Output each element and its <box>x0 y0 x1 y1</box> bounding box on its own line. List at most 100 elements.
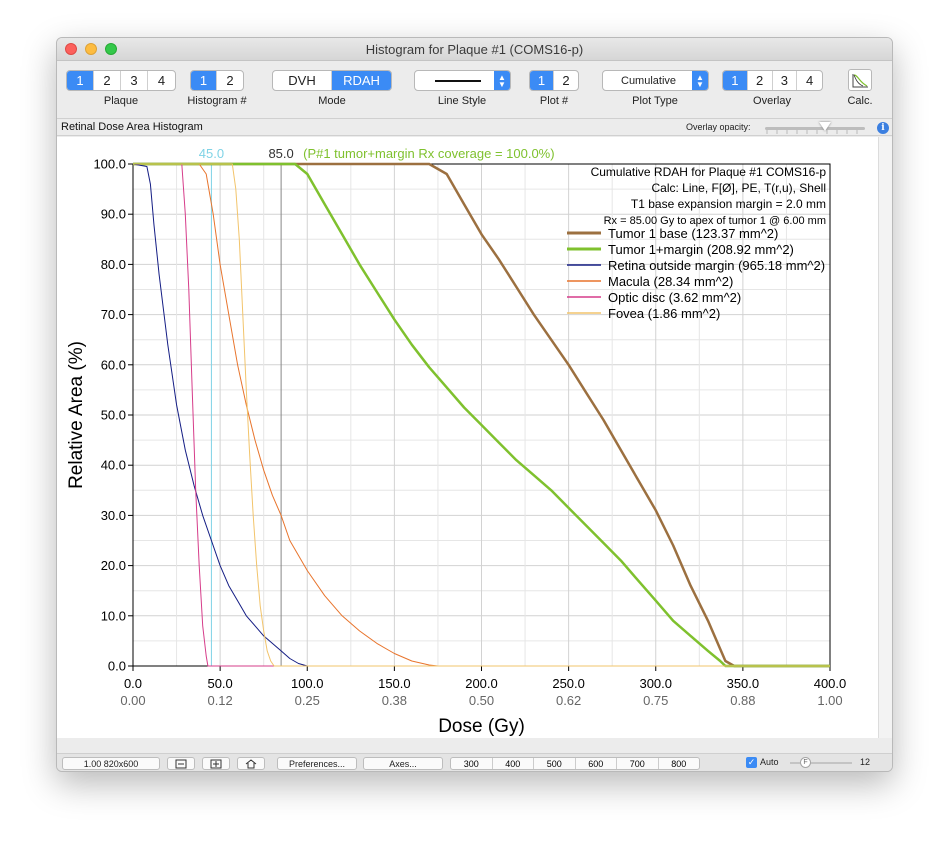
mode-selector: DVH RDAH <box>272 70 392 91</box>
line-style-popup[interactable]: ▲ ▼ <box>414 70 511 91</box>
line-style-label: Line Style <box>437 95 487 107</box>
y-tick-label: 50.0 <box>101 408 126 423</box>
zoom-size-button[interactable]: 1.00 820x600 <box>62 757 160 770</box>
slider-ticks <box>766 130 858 134</box>
zoom-in-icon <box>210 759 222 768</box>
calc-button[interactable] <box>848 69 872 91</box>
vertical-scroll-area[interactable] <box>878 137 892 738</box>
histogram-window: Histogram for Plaque #1 (COMS16-p) 1 2 3… <box>56 37 893 772</box>
info-line: T1 base expansion margin = 2.0 mm <box>631 197 826 211</box>
font-slider-thumb[interactable]: F <box>800 757 811 768</box>
size-500-button[interactable]: 500 <box>534 758 576 769</box>
plot-area: 0.0 10.0 20.0 30.0 40.0 50.0 60.0 70.0 80.0 90.0 1… <box>57 137 878 738</box>
size-300-button[interactable]: 300 <box>451 758 493 769</box>
size-600-button[interactable]: 600 <box>576 758 617 769</box>
legend-label: Optic disc (3.62 mm^2) <box>608 290 741 305</box>
line-style-sample <box>435 79 481 82</box>
histogram-type-title: Retinal Dose Area Histogram <box>61 121 203 133</box>
zoom-out-button[interactable] <box>167 757 195 770</box>
home-button[interactable] <box>237 757 265 770</box>
plaque-option-3[interactable]: 3 <box>121 71 148 90</box>
plaque-option-4[interactable]: 4 <box>157 73 166 88</box>
y-tick-label: 0.0 <box>108 659 126 674</box>
minimize-window-button[interactable] <box>85 43 97 55</box>
toolbar: 1 2 3 4 Plaque 1 2 Histogram # DVH RDAH … <box>57 62 892 118</box>
histogram-option-2[interactable]: 2 <box>226 73 234 88</box>
size-800-button[interactable]: 800 <box>671 758 687 769</box>
y-tick-label: 10.0 <box>101 608 126 623</box>
mode-option-rdah[interactable]: RDAH <box>332 71 391 90</box>
legend-label: Fovea (1.86 mm^2) <box>608 306 720 321</box>
series-line-4 <box>133 163 830 667</box>
size-400-button[interactable]: 400 <box>493 758 534 769</box>
overlay-option-3[interactable]: 3 <box>773 71 798 90</box>
marker-label-85: 85.0 <box>268 146 293 161</box>
overlay-option-1[interactable]: 1 <box>723 71 748 90</box>
x-tick-label: 150.0 <box>378 676 411 691</box>
overlay-option-2[interactable]: 2 <box>748 71 773 90</box>
x-tick-label-secondary: 0.25 <box>295 693 320 708</box>
plot-type-popup[interactable]: Cumulative ▲ ▼ <box>602 70 709 91</box>
plot-option-1[interactable]: 1 <box>530 71 554 90</box>
overlay-opacity-label: Overlay opacity: <box>686 122 751 132</box>
y-tick-label: 90.0 <box>101 207 126 222</box>
size-700-button[interactable]: 700 <box>617 758 659 769</box>
preferences-button[interactable]: Preferences... <box>277 757 357 770</box>
auto-checkbox[interactable]: ✓ <box>746 757 757 768</box>
x-tick-label: 300.0 <box>639 676 672 691</box>
histogram-option-1[interactable]: 1 <box>191 71 217 90</box>
calc-label: Calc. <box>847 95 873 107</box>
legend-label: Tumor 1+margin (208.92 mm^2) <box>608 242 794 257</box>
y-tick-label: 80.0 <box>101 257 126 272</box>
plaque-selector: 1 2 3 4 <box>66 70 176 91</box>
legend-label: Tumor 1 base (123.37 mm^2) <box>608 226 778 241</box>
y-tick-label: 30.0 <box>101 508 126 523</box>
axes-button[interactable]: Axes... <box>363 757 443 770</box>
series-line-0 <box>133 162 830 668</box>
plot-option-2[interactable]: 2 <box>562 73 570 88</box>
x-tick-label-secondary: 0.62 <box>556 693 581 708</box>
overlay-option-4[interactable]: 4 <box>806 73 814 88</box>
x-tick-label: 250.0 <box>552 676 585 691</box>
overlay-opacity-slider[interactable] <box>765 127 865 134</box>
x-tick-label-secondary: 0.75 <box>643 693 668 708</box>
series-line-3 <box>133 163 830 667</box>
x-tick-label: 200.0 <box>465 676 498 691</box>
series-line-5 <box>133 163 830 667</box>
info-line: Cumulative RDAH for Plaque #1 COMS16-p <box>591 165 827 179</box>
rdah-chart: 0.0 10.0 20.0 30.0 40.0 50.0 60.0 70.0 80.0 90.0 1… <box>66 146 846 737</box>
close-window-button[interactable] <box>65 43 77 55</box>
series-line-1 <box>133 162 830 668</box>
info-icon[interactable]: i <box>877 122 889 134</box>
zoom-in-button[interactable] <box>202 757 230 770</box>
plaque-label: Plaque <box>103 95 139 107</box>
chevron-updown-icon: ▲ ▼ <box>692 71 708 90</box>
legend-label: Retina outside margin (965.18 mm^2) <box>608 258 825 273</box>
status-subbar: Retinal Dose Area Histogram Overlay opac… <box>57 118 892 136</box>
zoom-window-button[interactable] <box>105 43 117 55</box>
title-bar: Histogram for Plaque #1 (COMS16-p) <box>57 38 892 61</box>
x-tick-label: 0.0 <box>124 676 142 691</box>
plot-type-value: Cumulative <box>621 74 677 87</box>
x-tick-label-secondary: 0.38 <box>382 693 407 708</box>
y-tick-label: 60.0 <box>101 357 126 372</box>
x-tick-label-secondary: 0.50 <box>469 693 494 708</box>
mode-label: Mode <box>318 95 346 107</box>
font-size-slider[interactable] <box>790 762 852 764</box>
size-presets: 300 400 500 600 700 800 <box>450 757 700 770</box>
info-line: Rx = 85.00 Gy to apex of tumor 1 @ 6.00 … <box>604 215 826 227</box>
rx-coverage-note: (P#1 tumor+margin Rx coverage = 100.0%) <box>303 146 554 161</box>
info-line: Calc: Line, F[Ø], PE, T(r,u), Shell <box>651 181 826 195</box>
y-tick-label: 100.0 <box>93 157 126 172</box>
x-tick-label: 100.0 <box>291 676 324 691</box>
series-line-2 <box>132 163 830 667</box>
plaque-option-2[interactable]: 2 <box>94 71 121 90</box>
histogram-selector: 1 2 <box>190 70 244 91</box>
grid-lines <box>132 163 831 667</box>
x-tick-label-secondary: 0.12 <box>207 693 232 708</box>
mode-option-dvh[interactable]: DVH <box>273 71 332 90</box>
plaque-option-1[interactable]: 1 <box>67 71 94 90</box>
x-tick-label: 50.0 <box>207 676 232 691</box>
opacity-slider-thumb[interactable] <box>819 122 831 131</box>
y-axis-label: Relative Area (%) <box>66 341 87 489</box>
